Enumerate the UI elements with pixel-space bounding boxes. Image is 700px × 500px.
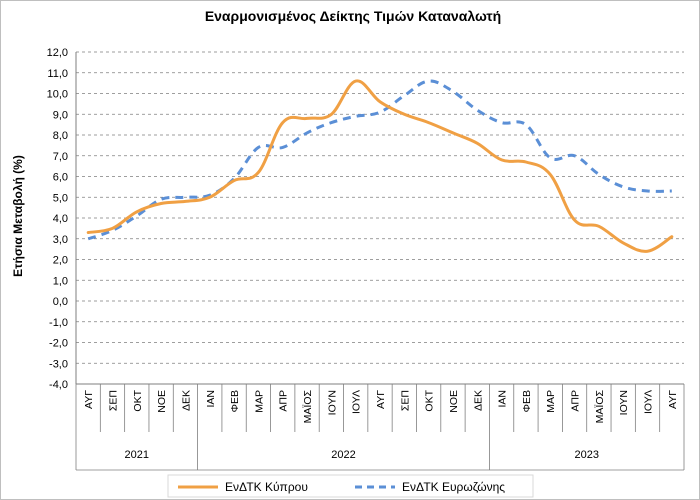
y-tick-label: 2,0 — [53, 255, 68, 267]
x-tick-label: ΑΠΡ — [278, 390, 290, 412]
y-tick-label: 5,0 — [53, 192, 68, 204]
x-tick-label: ΝΟΕ — [156, 390, 168, 413]
x-tick-label: ΙΑΝ — [205, 390, 217, 408]
y-tick-label: 3,0 — [53, 234, 68, 246]
x-tick-label: ΑΠΡ — [570, 390, 582, 412]
series-layer — [86, 79, 674, 253]
y-tick-label: 4,0 — [53, 213, 68, 225]
y-tick-label: -3,0 — [49, 358, 68, 370]
y-tick-label: -4,0 — [49, 379, 68, 391]
y-tick-label: 1,0 — [53, 275, 68, 287]
x-tick-label: ΑΥΓ — [375, 390, 387, 409]
x-tick-label: ΔΕΚ — [180, 390, 192, 411]
x-tick-label: ΙΟΥΛ — [351, 390, 363, 414]
x-tick-label: ΦΕΒ — [229, 390, 241, 412]
x-tick-label: ΜΑΡ — [545, 390, 557, 413]
x-tick-label: ΜΑΡ — [253, 390, 265, 413]
y-tick-label: 7,0 — [53, 151, 68, 163]
x-tick-label: ΦΕΒ — [521, 390, 533, 412]
legend-box — [167, 474, 534, 498]
y-tick-label: 9,0 — [53, 109, 68, 121]
x-tick-label: ΑΥΓ — [83, 390, 95, 409]
y-tick-label: 0,0 — [53, 296, 68, 308]
x-tick-label: ΣΕΠ — [399, 390, 411, 411]
x-tick-label: ΙΟΥΝ — [326, 390, 338, 415]
x-tick-label: ΣΕΠ — [107, 390, 119, 411]
series-line-eurozone — [87, 79, 672, 241]
series-line-cyprus — [86, 79, 674, 253]
x-tick-label: ΙΟΥΛ — [643, 390, 655, 414]
x-tick-label: ΙΑΝ — [497, 390, 509, 408]
x-tick-label: ΑΥΓ — [667, 390, 679, 409]
x-tick-label: ΙΟΥΝ — [618, 390, 630, 415]
year-label: 2021 — [125, 449, 149, 461]
legend: ΕνΔΤΚ Κύπρου ΕνΔΤΚ Ευρωζώνης — [167, 474, 534, 498]
year-label: 2023 — [574, 449, 598, 461]
y-tick-label: -2,0 — [49, 338, 68, 350]
x-tick-label: ΟΚΤ — [424, 389, 436, 411]
axis-layer: -4,0 -3,0 -2,0 -1,0 0,0 1,0 2,0 3,0 4,0 5,0 6,0 7,0… — [47, 47, 685, 471]
y-tick-label: 12,0 — [47, 47, 68, 59]
y-tick-label: -1,0 — [49, 317, 68, 329]
x-tick-label: ΝΟΕ — [448, 390, 460, 413]
y-tick-label: 11,0 — [47, 68, 68, 80]
chart-title: Εναρμονισμένος Δείκτης Τιμών Καταναλωτή — [205, 8, 501, 24]
legend-label-eurozone: ΕνΔΤΚ Ευρωζώνης — [402, 480, 505, 494]
x-tick-label: ΔΕΚ — [472, 390, 484, 411]
x-tick-label: ΜΑΪΟΣ — [302, 389, 314, 423]
x-tick-label: ΟΚΤ — [132, 389, 144, 411]
y-axis-label: Ετήσια Μεταβολή (%) — [11, 155, 25, 277]
y-tick-label: 8,0 — [53, 130, 68, 142]
x-tick-label: ΜΑΪΟΣ — [594, 389, 606, 423]
legend-label-cyprus: ΕνΔΤΚ Κύπρου — [225, 480, 308, 494]
y-tick-label: 6,0 — [53, 172, 68, 184]
grid-layer — [76, 51, 684, 364]
y-tick-label: 10,0 — [47, 89, 68, 101]
year-label: 2022 — [331, 449, 355, 461]
